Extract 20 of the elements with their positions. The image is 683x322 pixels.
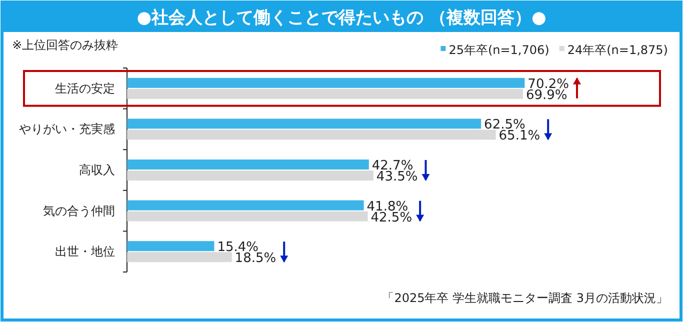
bar — [127, 241, 214, 252]
bar — [127, 88, 523, 99]
bar — [127, 252, 232, 262]
chart-title: ●社会人として働くことで得たいもの （複数回答）● — [136, 8, 546, 28]
bar — [127, 170, 374, 180]
text: 「2025年卒 学生就職モニター調査 3月の活動状況」 — [382, 291, 668, 305]
bar — [127, 118, 482, 129]
bar — [127, 211, 368, 222]
y-tick-label: 生活の安定 — [55, 81, 115, 96]
bar — [127, 130, 496, 140]
y-tick-label: 気の合う仲間 — [43, 204, 115, 218]
y-tick-label: やりがい・充実感 — [19, 122, 115, 136]
y-tick-label: 出世・地位 — [55, 244, 115, 259]
legend-label: 24年卒(n=1,875) — [567, 43, 668, 57]
bar — [127, 160, 369, 170]
bar — [127, 78, 525, 88]
text: ※上位回答のみ抜粋 — [12, 38, 118, 52]
y-tick-label: 高収入 — [79, 163, 115, 177]
bar — [127, 200, 364, 210]
legend-label: 25年卒(n=1,706) — [448, 43, 550, 57]
